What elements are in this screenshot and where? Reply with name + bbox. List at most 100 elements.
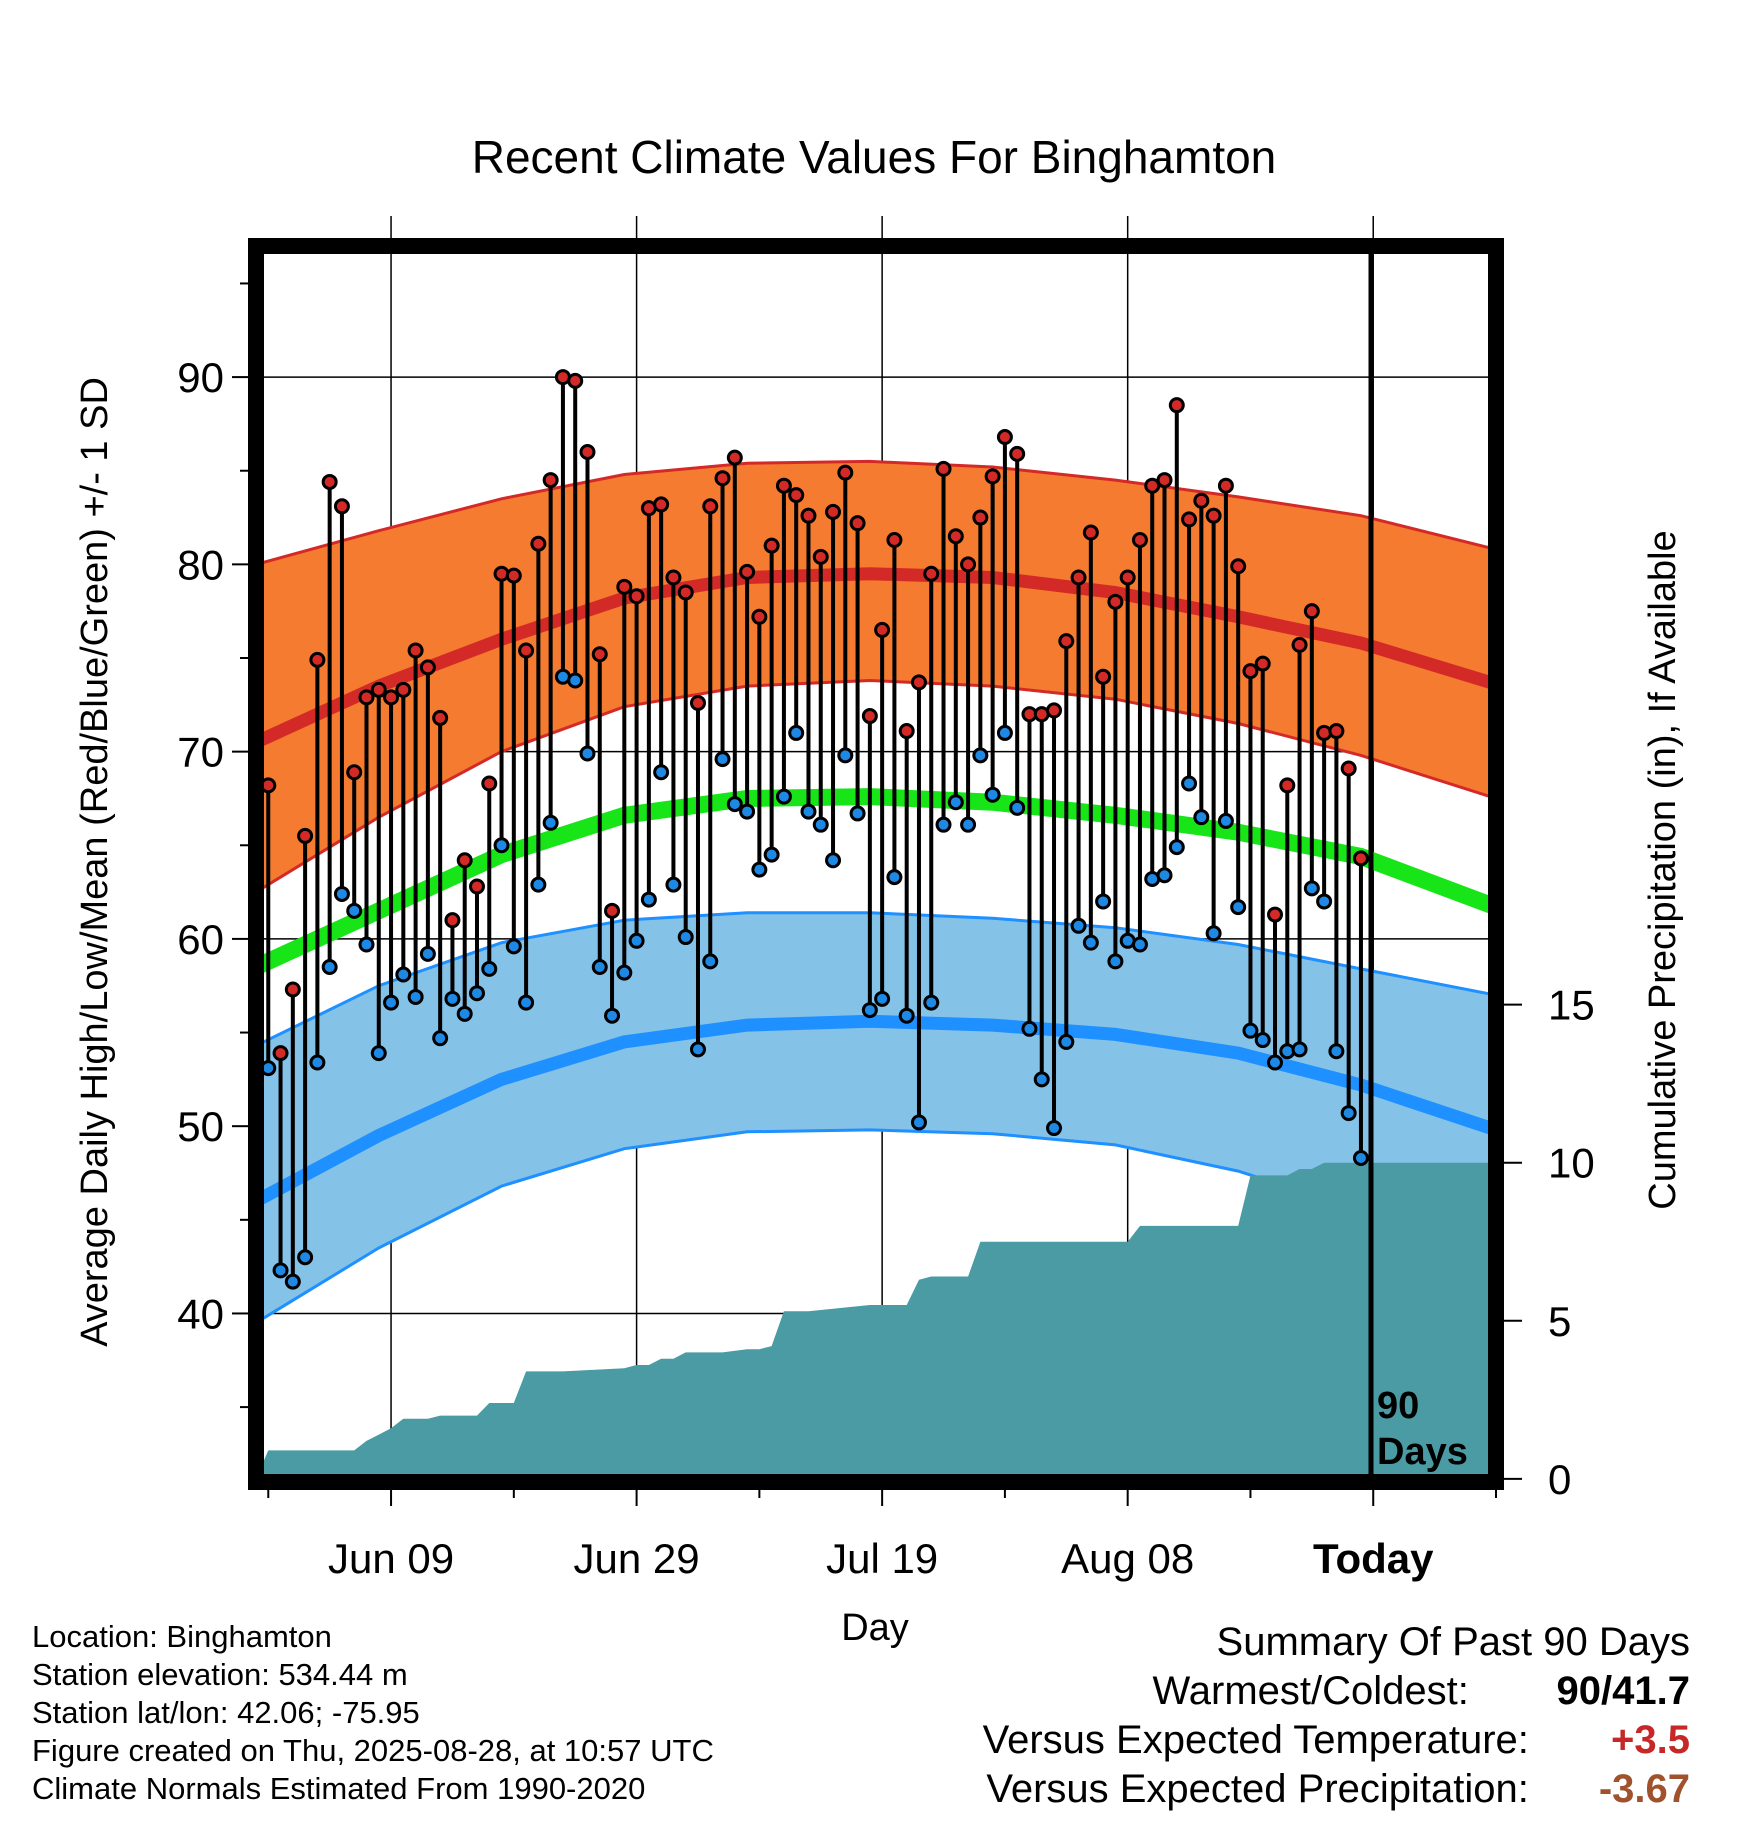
daily-high-point <box>321 473 338 490</box>
daily-high-point <box>1107 593 1124 610</box>
y2-axis: 0 5 10 15 <box>1504 982 1595 1503</box>
daily-low-point <box>358 936 375 953</box>
daily-high-point <box>689 694 706 711</box>
daily-high-point <box>653 496 670 513</box>
daily-high-point <box>886 532 903 549</box>
daily-high-point <box>1217 477 1234 494</box>
temp-anomaly-label: Versus Expected Temperature: <box>982 1718 1529 1762</box>
y-tick-label: 90 <box>177 354 224 401</box>
x-tick-label: Today <box>1313 1535 1434 1582</box>
daily-low-point <box>689 1041 706 1058</box>
daily-low-point <box>383 994 400 1011</box>
daily-high-point <box>1303 603 1320 620</box>
daily-low-point <box>1328 1043 1345 1060</box>
daily-low-point <box>579 745 596 762</box>
coldest-value: 41.7 <box>1612 1669 1690 1713</box>
daily-low-point <box>309 1054 326 1071</box>
daily-low-point <box>346 902 363 919</box>
daily-low-point <box>910 1114 927 1131</box>
daily-high-point <box>272 1045 289 1062</box>
daily-high-point <box>358 689 375 706</box>
daily-high-point <box>665 569 682 586</box>
daily-low-point <box>1230 899 1247 916</box>
daily-low-point <box>1316 893 1333 910</box>
daily-high-point <box>1230 558 1247 575</box>
chart-title: Recent Climate Values For Binghamton <box>472 131 1277 183</box>
daily-high-point <box>432 709 449 726</box>
daily-high-point <box>628 588 645 605</box>
daily-low-point <box>1009 799 1026 816</box>
daily-high-point <box>812 548 829 565</box>
daily-high-point <box>1205 507 1222 524</box>
daily-high-point <box>383 689 400 706</box>
y2-tick-label: 5 <box>1548 1298 1571 1345</box>
daily-high-point <box>825 503 842 520</box>
y-tick-label: 50 <box>177 1103 224 1150</box>
daily-low-point <box>825 852 842 869</box>
daily-low-point <box>1082 934 1099 951</box>
daily-low-point <box>1046 1120 1063 1137</box>
daily-low-point <box>861 1002 878 1019</box>
temp-anomaly-row: Versus Expected Temperature: +3.5 <box>983 1716 1690 1765</box>
daily-high-point <box>775 477 792 494</box>
x-tick-label: Aug 08 <box>1061 1535 1194 1582</box>
daily-low-point <box>972 747 989 764</box>
daily-low-point <box>333 885 350 902</box>
normals-text: Climate Normals Estimated From 1990-2020 <box>32 1771 646 1806</box>
daily-high-point <box>1340 760 1357 777</box>
daily-high-point <box>726 449 743 466</box>
daily-low-point <box>272 1262 289 1279</box>
daily-high-point <box>591 646 608 663</box>
daily-low-point <box>812 816 829 833</box>
daily-low-point <box>1303 880 1320 897</box>
daily-high-point <box>616 578 633 595</box>
y2-axis-label: Cumulative Precipitation (in), If Availa… <box>1642 530 1684 1209</box>
daily-low-point <box>505 938 522 955</box>
y2-tick-label: 10 <box>1548 1140 1595 1187</box>
daily-low-point <box>1021 1020 1038 1037</box>
daily-low-point <box>284 1273 301 1290</box>
precip-area <box>256 1162 1496 1482</box>
daily-high-point <box>1095 668 1112 685</box>
daily-high-point <box>1193 492 1210 509</box>
daily-high-point <box>1131 532 1148 549</box>
y2-tick-label: 15 <box>1548 982 1595 1029</box>
y2-tick-label: 0 <box>1548 1456 1571 1503</box>
daily-low-point <box>567 672 584 689</box>
daily-low-point <box>518 994 535 1011</box>
daily-low-point <box>1254 1032 1271 1049</box>
daily-high-point <box>1352 850 1369 867</box>
daily-low-point <box>591 959 608 975</box>
daily-high-point <box>898 723 915 740</box>
warmest-value: 90 <box>1556 1669 1602 1713</box>
daily-low-point <box>444 990 461 1007</box>
daily-high-point <box>542 472 559 489</box>
daily-low-point <box>297 1249 314 1266</box>
daily-low-point <box>947 794 964 811</box>
warmest-coldest-row: Warmest/Coldest: 90/41.7 <box>983 1667 1691 1716</box>
daily-low-point <box>1340 1105 1357 1122</box>
x-axis-label: Day <box>841 1607 909 1649</box>
normal-high-line <box>256 567 1496 749</box>
y-tick-label: 40 <box>177 1290 224 1337</box>
daily-low-point <box>1181 775 1198 792</box>
daily-high-point <box>1009 445 1026 462</box>
daily-high-point <box>530 535 547 552</box>
daily-high-point <box>579 444 596 460</box>
daily-high-point <box>468 878 485 895</box>
daily-low-point <box>960 816 977 833</box>
daily-high-point <box>996 429 1013 446</box>
daily-markers <box>260 369 1369 1290</box>
daily-low-point <box>481 960 498 977</box>
daily-low-point <box>665 876 682 893</box>
daily-low-point <box>898 1007 915 1024</box>
high-sd-band <box>256 461 1496 893</box>
summary-title: Summary Of Past 90 Days <box>1216 1620 1690 1664</box>
daily-low-point <box>788 724 805 741</box>
daily-low-point <box>886 869 903 886</box>
daily-low-point <box>996 724 1013 741</box>
today-marker-line-2: Days <box>1377 1431 1468 1473</box>
daily-low-point <box>468 985 485 1002</box>
daily-low-point <box>419 945 436 962</box>
